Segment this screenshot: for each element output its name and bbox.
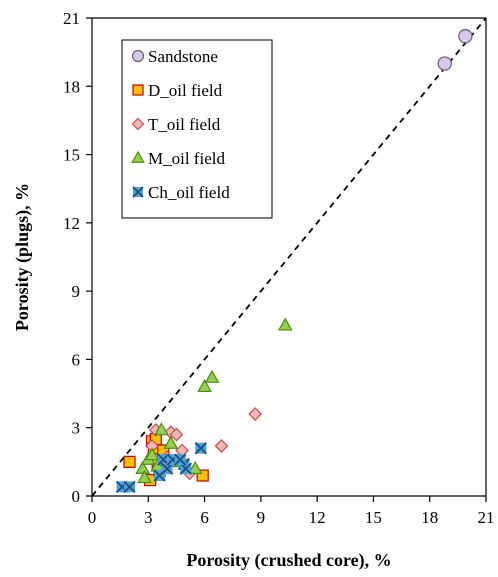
data-point — [458, 29, 473, 44]
data-point — [196, 469, 209, 482]
legend-label: D_oil field — [148, 81, 223, 100]
x-tick-label: 3 — [144, 508, 153, 527]
x-tick-label: 21 — [478, 508, 495, 527]
x-tick-label: 15 — [365, 508, 382, 527]
y-tick-label: 0 — [72, 487, 81, 506]
data-point — [163, 435, 179, 449]
y-ticks: 0 3 6 9 12 15 18 21 — [63, 9, 92, 506]
data-point — [214, 439, 229, 453]
data-point — [197, 378, 212, 393]
data-point — [137, 469, 152, 484]
legend-label: Ch_oil field — [148, 183, 230, 202]
legend: Sandstone D_oil field T_oil field M_oil fie… — [121, 39, 273, 219]
data-point — [169, 427, 184, 442]
legend-marker — [132, 84, 144, 96]
reference-line-1-to-1 — [91, 17, 487, 497]
data-point — [123, 455, 136, 468]
data-point — [437, 56, 452, 71]
data-point — [144, 447, 160, 461]
data-point — [194, 442, 207, 455]
data-markers — [115, 29, 473, 494]
y-tick-label: 21 — [63, 9, 80, 28]
legend-box — [121, 39, 273, 219]
y-tick-label: 3 — [72, 419, 81, 438]
x-tick-label: 6 — [200, 508, 209, 527]
legend-marker — [131, 117, 145, 131]
legend-label: Sandstone — [148, 47, 218, 66]
data-point — [187, 460, 203, 474]
y-tick-label: 6 — [72, 350, 81, 369]
legend-marker — [132, 186, 144, 198]
axes — [91, 17, 487, 497]
x-tick-label: 18 — [421, 508, 438, 527]
data-point — [277, 317, 293, 331]
x-ticks: 0 3 6 9 12 15 18 21 — [88, 496, 495, 527]
y-axis-title: Porosity (plugs), % — [12, 183, 33, 331]
y-tick-label: 12 — [63, 214, 80, 233]
legend-label: M_oil field — [148, 149, 225, 168]
legend-marker — [131, 150, 145, 163]
legend-marker — [131, 49, 145, 63]
y-tick-label: 18 — [63, 77, 80, 96]
x-tick-label: 9 — [257, 508, 266, 527]
x-axis-title: Porosity (crushed core), % — [186, 550, 391, 571]
y-tick-label: 9 — [72, 282, 81, 301]
data-point — [123, 480, 136, 494]
data-point — [248, 407, 263, 421]
y-tick-label: 15 — [63, 146, 80, 165]
data-point — [174, 453, 187, 466]
x-tick-label: 12 — [309, 508, 326, 527]
x-tick-label: 0 — [88, 508, 97, 527]
data-point — [154, 422, 169, 436]
data-point — [204, 369, 220, 383]
legend-label: T_oil field — [148, 115, 221, 134]
